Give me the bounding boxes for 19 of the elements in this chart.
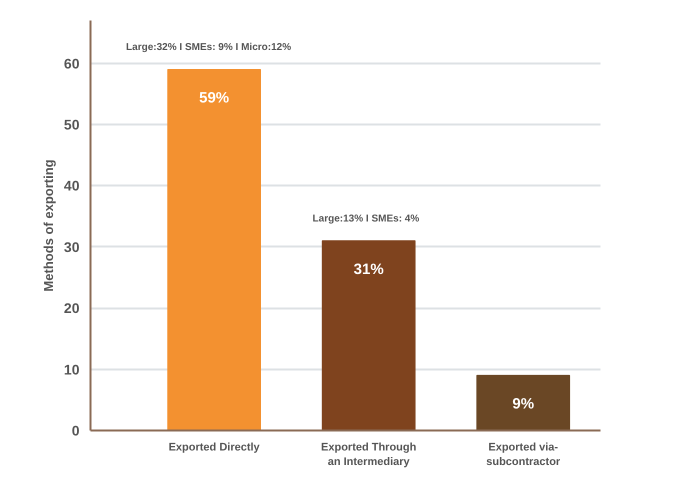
bar xyxy=(476,374,570,430)
y-tick-label: 50 xyxy=(64,116,80,133)
x-tick-label: Exported via- subcontractor xyxy=(486,442,561,468)
y-tick-label: 0 xyxy=(72,422,80,438)
y-tick-label: 40 xyxy=(64,178,80,194)
bar xyxy=(322,240,416,430)
data-label: 31% xyxy=(354,261,384,278)
y-tick-label: 30 xyxy=(64,238,80,255)
x-tick-label: Exported Directly xyxy=(168,442,261,454)
annotation: Large:13% I SMEs: 4% xyxy=(312,213,420,224)
annotation: Large:32% I SMEs: 9% I Micro:12% xyxy=(126,42,292,53)
data-label: 9% xyxy=(512,396,534,413)
y-tick-label: 20 xyxy=(64,300,80,316)
y-tick-label: 10 xyxy=(64,361,80,378)
data-label: 59% xyxy=(199,90,230,107)
bar xyxy=(167,68,261,430)
y-tick-label: 60 xyxy=(64,55,80,72)
y-axis-title: Methods of exporting xyxy=(40,159,56,292)
x-tick-label: Exported Through an Intermediary xyxy=(321,442,417,468)
